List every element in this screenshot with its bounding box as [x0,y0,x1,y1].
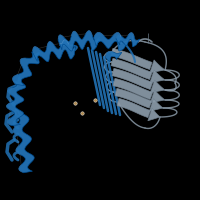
Polygon shape [148,108,160,121]
Polygon shape [94,32,128,51]
Polygon shape [150,70,165,83]
Polygon shape [58,31,99,51]
Polygon shape [150,60,165,73]
Polygon shape [150,90,165,103]
Polygon shape [113,78,153,99]
Polygon shape [106,51,122,62]
Polygon shape [112,68,153,89]
Polygon shape [149,98,163,111]
Polygon shape [111,58,152,80]
Polygon shape [13,52,39,86]
Polygon shape [117,98,150,118]
Polygon shape [13,115,34,173]
Polygon shape [33,40,76,62]
Polygon shape [150,80,165,93]
Polygon shape [116,33,140,47]
Polygon shape [111,48,152,70]
Polygon shape [115,88,152,108]
Polygon shape [6,81,26,126]
